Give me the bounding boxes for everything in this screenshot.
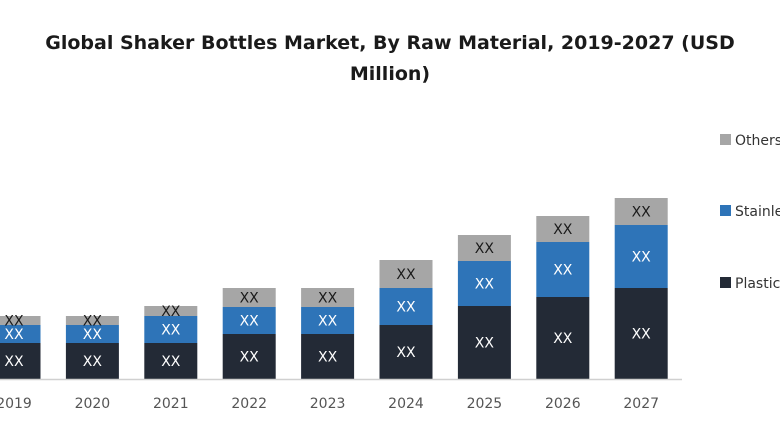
data-label: XX bbox=[240, 314, 260, 330]
x-tick-label: 2025 bbox=[467, 396, 503, 412]
bar-segment-plastic bbox=[379, 325, 433, 379]
data-label: XX bbox=[318, 314, 338, 330]
bar-segment-plastic bbox=[536, 297, 590, 379]
bar-segment-plastic bbox=[144, 343, 198, 379]
chart-title: Global Shaker Bottles Market, By Raw Mat… bbox=[0, 28, 780, 90]
bar-segment-stainless-steel bbox=[222, 307, 276, 334]
data-label: XX bbox=[632, 327, 652, 343]
x-tick-label: 2019 bbox=[0, 396, 32, 412]
data-label: XX bbox=[632, 205, 652, 221]
bar-segment-stainless-steel bbox=[301, 307, 355, 334]
bar-segment-others bbox=[144, 306, 198, 316]
bar-segment-others bbox=[457, 235, 511, 261]
data-label: XX bbox=[240, 291, 260, 307]
legend-label: Others bbox=[735, 133, 780, 149]
bar-segment-plastic bbox=[614, 288, 668, 379]
data-label: XX bbox=[318, 291, 338, 307]
data-label: XX bbox=[161, 304, 181, 320]
bar-segment-others bbox=[614, 198, 668, 225]
data-label: XX bbox=[83, 327, 103, 343]
data-label: XX bbox=[83, 314, 103, 330]
data-label: XX bbox=[240, 350, 260, 366]
data-label: XX bbox=[475, 277, 495, 293]
bar-segment-plastic bbox=[457, 306, 511, 379]
bar-segment-others bbox=[301, 288, 355, 307]
bar-segment-stainless-steel bbox=[457, 261, 511, 306]
bar-segment-stainless-steel bbox=[379, 288, 433, 325]
data-label: XX bbox=[83, 354, 103, 370]
bar-segment-plastic bbox=[222, 334, 276, 379]
bar-segment-others bbox=[65, 316, 119, 325]
data-label: XX bbox=[475, 241, 495, 257]
data-label: XX bbox=[632, 250, 652, 266]
bar-segment-stainless-steel bbox=[536, 242, 590, 297]
legend-label: Plastic bbox=[735, 276, 780, 292]
bar-segment-others bbox=[536, 216, 590, 242]
legend-swatch-stainless-steel bbox=[720, 205, 731, 216]
data-label: XX bbox=[161, 323, 181, 339]
bar-segment-stainless-steel bbox=[144, 316, 198, 343]
data-label: XX bbox=[4, 314, 24, 330]
bar-segment-others bbox=[0, 316, 41, 325]
data-label: XX bbox=[161, 354, 181, 370]
legend-label: Stainless Steel bbox=[735, 204, 780, 220]
bar-segment-plastic bbox=[65, 343, 119, 379]
data-label: XX bbox=[396, 267, 416, 283]
bar-segment-others bbox=[222, 288, 276, 307]
bar-segment-others bbox=[379, 260, 433, 288]
x-tick-label: 2027 bbox=[623, 396, 659, 412]
data-label: XX bbox=[4, 354, 24, 370]
data-label: XX bbox=[553, 222, 573, 238]
legend-swatch-plastic bbox=[720, 277, 731, 288]
x-tick-label: 2024 bbox=[388, 396, 424, 412]
legend-swatch-others bbox=[720, 134, 731, 145]
x-tick-label: 2023 bbox=[310, 396, 346, 412]
bar-segment-stainless-steel bbox=[0, 325, 41, 343]
x-tick-label: 2020 bbox=[75, 396, 111, 412]
chart-title-line-2: Million) bbox=[349, 63, 431, 85]
bar-segment-plastic bbox=[0, 343, 41, 379]
bar-segment-stainless-steel bbox=[614, 225, 668, 288]
data-label: XX bbox=[4, 327, 24, 343]
bar-segment-plastic bbox=[301, 334, 355, 379]
data-label: XX bbox=[318, 350, 338, 366]
data-label: XX bbox=[396, 300, 416, 316]
data-label: XX bbox=[475, 336, 495, 352]
data-label: XX bbox=[553, 331, 573, 347]
x-tick-label: 2026 bbox=[545, 396, 581, 412]
bar-segment-stainless-steel bbox=[65, 325, 119, 343]
data-label: XX bbox=[396, 345, 416, 361]
chart-title-line-1: Global Shaker Bottles Market, By Raw Mat… bbox=[45, 32, 735, 54]
x-tick-label: 2021 bbox=[153, 396, 189, 412]
data-label: XX bbox=[553, 263, 573, 279]
x-tick-label: 2022 bbox=[231, 396, 267, 412]
